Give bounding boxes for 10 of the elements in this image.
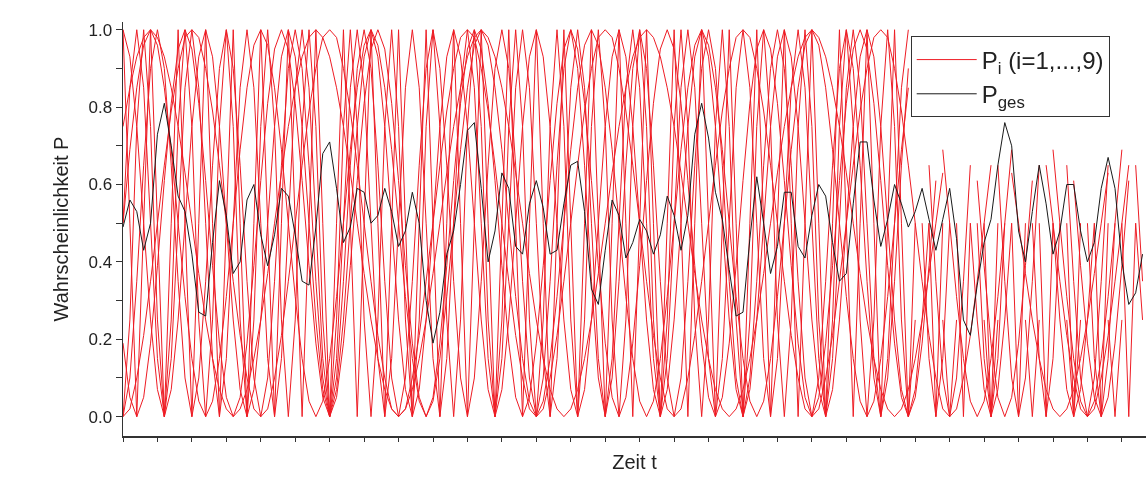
y-tick-label: 0.2 [88, 330, 113, 350]
y-tick-label: 1.0 [88, 20, 113, 40]
y-tick-label: 0.0 [88, 407, 113, 427]
legend-label: P$_{i}$ (i=1,...,9) [981, 46, 1104, 78]
x-axis-title: Zeit t [612, 450, 658, 473]
y-tick-label: 0.8 [88, 98, 113, 118]
y-tick-label: 0.4 [88, 252, 113, 272]
y-tick-label: 0.6 [88, 175, 113, 195]
legend-label: P$_{ges}$ [981, 81, 1025, 113]
y-axis-title: Wahrscheinlichkeit P [50, 136, 73, 322]
